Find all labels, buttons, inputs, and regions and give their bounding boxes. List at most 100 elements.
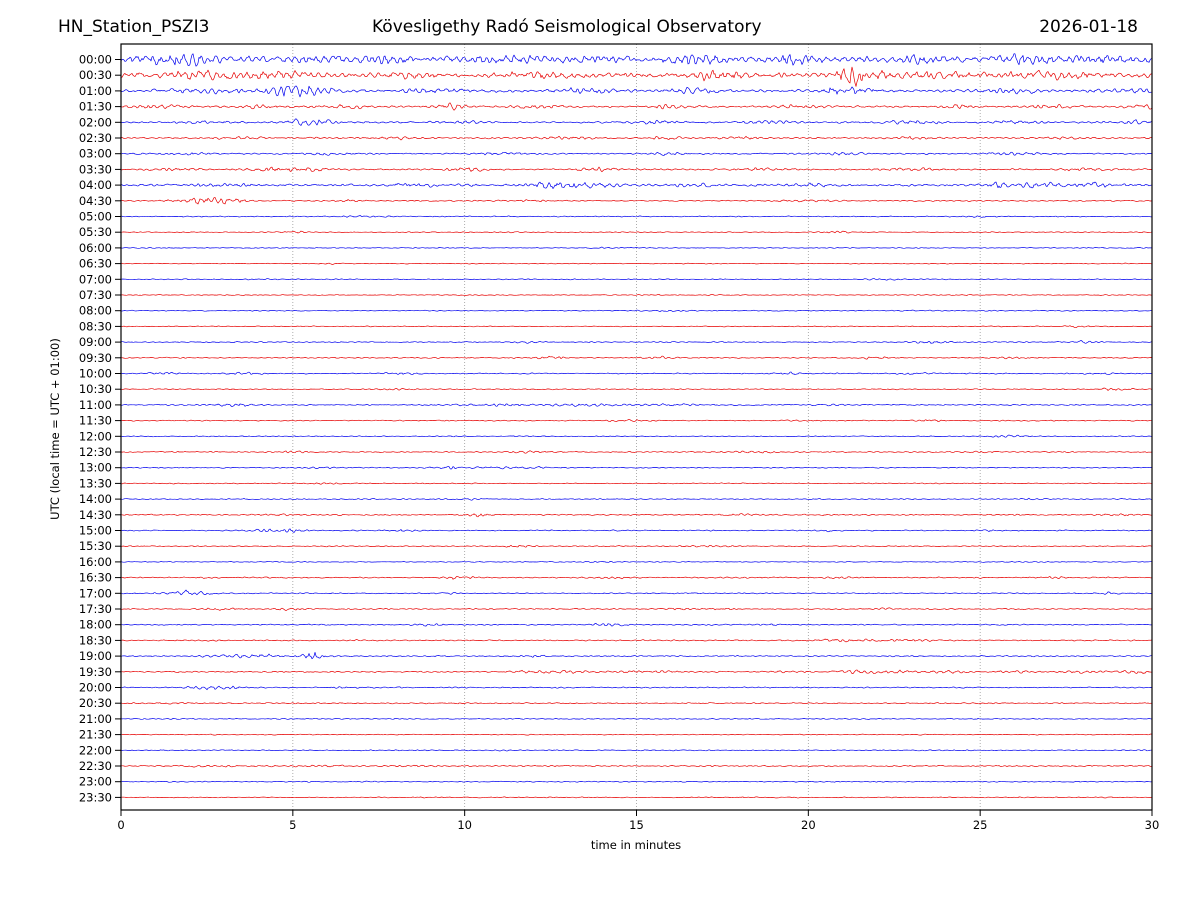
y-tick-label: 23:00 bbox=[79, 775, 112, 789]
y-tick-label: 01:00 bbox=[79, 84, 112, 98]
seismogram-trace bbox=[120, 340, 1153, 344]
x-tick-label: 0 bbox=[117, 818, 124, 832]
plot-frame bbox=[120, 43, 1153, 811]
seismogram-trace bbox=[120, 403, 1153, 407]
seismogram-trace bbox=[120, 135, 1153, 141]
seismogram-trace bbox=[120, 450, 1153, 454]
seismogram-trace bbox=[120, 278, 1153, 281]
seismogram-trace bbox=[120, 669, 1153, 675]
x-tick-label: 5 bbox=[289, 818, 296, 832]
y-tick-label: 20:30 bbox=[79, 696, 112, 710]
y-tick-label: 17:30 bbox=[79, 602, 112, 616]
seismogram-trace bbox=[120, 544, 1153, 548]
seismogram-trace bbox=[120, 796, 1153, 799]
seismogram-trace bbox=[120, 717, 1153, 720]
x-tick-label: 25 bbox=[973, 818, 988, 832]
y-tick-label: 15:30 bbox=[79, 539, 112, 553]
seismogram-trace bbox=[120, 371, 1153, 375]
seismogram-trace bbox=[120, 685, 1153, 691]
seismogram-trace bbox=[120, 701, 1153, 705]
y-tick-label: 16:00 bbox=[79, 555, 112, 569]
seismogram-trace bbox=[120, 638, 1153, 643]
y-tick-label: 02:00 bbox=[79, 115, 112, 129]
seismogram-trace bbox=[120, 215, 1153, 218]
y-tick-label: 16:30 bbox=[79, 571, 112, 585]
y-tick-label: 17:00 bbox=[79, 586, 112, 600]
seismogram-trace bbox=[120, 434, 1153, 438]
seismogram-trace bbox=[120, 325, 1153, 329]
y-tick-label: 07:30 bbox=[79, 288, 112, 302]
seismogram-trace bbox=[120, 418, 1153, 423]
y-tick-label: 19:00 bbox=[79, 649, 112, 663]
observatory-title: Kövesligethy Radó Seismological Observat… bbox=[372, 17, 762, 37]
seismogram-trace bbox=[120, 733, 1153, 736]
y-tick-label: 11:30 bbox=[79, 414, 112, 428]
seismogram-trace bbox=[120, 230, 1153, 234]
y-tick-label: 10:00 bbox=[79, 367, 112, 381]
date-title: 2026-01-18 bbox=[1039, 17, 1138, 37]
seismogram-trace bbox=[120, 466, 1153, 470]
y-tick-label: 00:30 bbox=[79, 68, 112, 82]
y-tick-label: 08:30 bbox=[79, 319, 112, 333]
y-tick-label: 21:30 bbox=[79, 728, 112, 742]
seismogram-trace bbox=[120, 294, 1153, 296]
seismogram-trace bbox=[120, 66, 1153, 87]
seismogram-trace bbox=[120, 309, 1153, 312]
seismogram-trace bbox=[120, 482, 1153, 485]
y-tick-label: 12:30 bbox=[79, 445, 112, 459]
y-tick-label: 06:30 bbox=[79, 257, 112, 271]
y-tick-label: 03:30 bbox=[79, 162, 112, 176]
x-axis-label: time in minutes bbox=[590, 838, 682, 852]
station-title: HN_Station_PSZI3 bbox=[58, 17, 210, 37]
y-tick-label: 09:30 bbox=[79, 351, 112, 365]
x-tick-label: 10 bbox=[457, 818, 472, 832]
seismogram-trace bbox=[120, 102, 1153, 111]
seismogram-trace bbox=[120, 513, 1153, 518]
y-tick-label: 05:00 bbox=[79, 210, 112, 224]
seismogram-trace bbox=[120, 151, 1153, 156]
seismogram-trace bbox=[120, 246, 1153, 249]
seismogram-trace bbox=[120, 85, 1153, 98]
y-tick-label: 22:30 bbox=[79, 759, 112, 773]
y-tick-label: 04:30 bbox=[79, 194, 112, 208]
y-tick-label: 03:00 bbox=[79, 147, 112, 161]
y-tick-label: 07:00 bbox=[79, 272, 112, 286]
seismogram-trace bbox=[120, 166, 1153, 173]
y-tick-label: 18:00 bbox=[79, 618, 112, 632]
y-tick-label: 15:00 bbox=[79, 524, 112, 538]
y-tick-label: 04:00 bbox=[79, 178, 112, 192]
y-tick-label: 05:30 bbox=[79, 225, 112, 239]
y-tick-label: 00:00 bbox=[79, 53, 112, 67]
seismogram-trace bbox=[120, 528, 1153, 533]
seismogram-trace bbox=[120, 197, 1153, 205]
y-tick-label: 19:30 bbox=[79, 665, 112, 679]
y-tick-label: 08:00 bbox=[79, 304, 112, 318]
y-tick-label: 13:00 bbox=[79, 461, 112, 475]
seismogram-trace bbox=[120, 560, 1153, 563]
seismogram-trace bbox=[120, 181, 1153, 189]
seismogram-trace bbox=[120, 652, 1153, 660]
y-tick-label: 06:00 bbox=[79, 241, 112, 255]
y-tick-label: 18:30 bbox=[79, 633, 112, 647]
y-tick-label: 09:00 bbox=[79, 335, 112, 349]
y-tick-label: 10:30 bbox=[79, 382, 112, 396]
seismogram-trace bbox=[120, 355, 1153, 360]
seismogram-trace bbox=[120, 497, 1153, 501]
seismogram-trace bbox=[120, 118, 1153, 126]
y-tick-label: 20:00 bbox=[79, 681, 112, 695]
y-tick-label: 14:30 bbox=[79, 508, 112, 522]
seismogram-trace bbox=[120, 387, 1153, 391]
y-tick-label: 02:30 bbox=[79, 131, 112, 145]
y-axis-label: UTC (local time = UTC + 01:00) bbox=[48, 338, 62, 520]
seismogram-trace bbox=[120, 749, 1153, 752]
seismogram-trace bbox=[120, 262, 1153, 265]
seismogram-trace bbox=[120, 607, 1153, 611]
seismogram-trace bbox=[120, 623, 1153, 627]
seismogram-trace bbox=[120, 53, 1153, 67]
y-tick-label: 01:30 bbox=[79, 100, 112, 114]
y-tick-label: 21:00 bbox=[79, 712, 112, 726]
x-tick-label: 20 bbox=[801, 818, 816, 832]
x-tick-label: 15 bbox=[629, 818, 644, 832]
